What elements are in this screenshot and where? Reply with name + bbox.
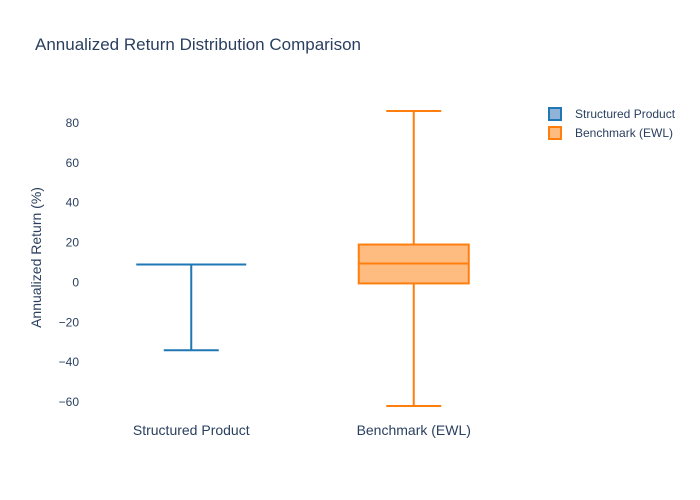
legend-label: Structured Product: [575, 107, 676, 121]
box-1: [357, 109, 470, 408]
chart-title: Annualized Return Distribution Compariso…: [35, 35, 361, 54]
y-tick-label: −60: [59, 395, 80, 409]
legend-item: Structured Product: [548, 107, 676, 121]
legend-label: Benchmark (EWL): [575, 126, 673, 140]
legend-swatch: [548, 107, 562, 121]
y-tick-label: −40: [59, 355, 80, 369]
x-category-label: Benchmark (EWL): [357, 422, 471, 438]
y-tick-label: 80: [66, 116, 80, 130]
legend-item: Benchmark (EWL): [548, 126, 673, 140]
box-series: [136, 109, 470, 408]
legend: Structured Product Benchmark (EWL): [548, 107, 676, 140]
box-0: [136, 263, 247, 352]
x-category-label: Structured Product: [133, 422, 250, 438]
y-tick-label: 60: [66, 156, 80, 170]
y-tick-label: 40: [66, 196, 80, 210]
y-axis-ticks: 80 60 40 20 0 −20 −40 −60: [59, 116, 80, 409]
x-axis-labels: Structured Product Benchmark (EWL): [133, 422, 471, 438]
y-tick-label: 0: [72, 275, 79, 289]
y-tick-label: 20: [66, 236, 80, 250]
y-axis-title: Annualized Return (%): [28, 187, 44, 328]
legend-swatch: [548, 126, 562, 140]
y-tick-label: −20: [59, 315, 80, 329]
